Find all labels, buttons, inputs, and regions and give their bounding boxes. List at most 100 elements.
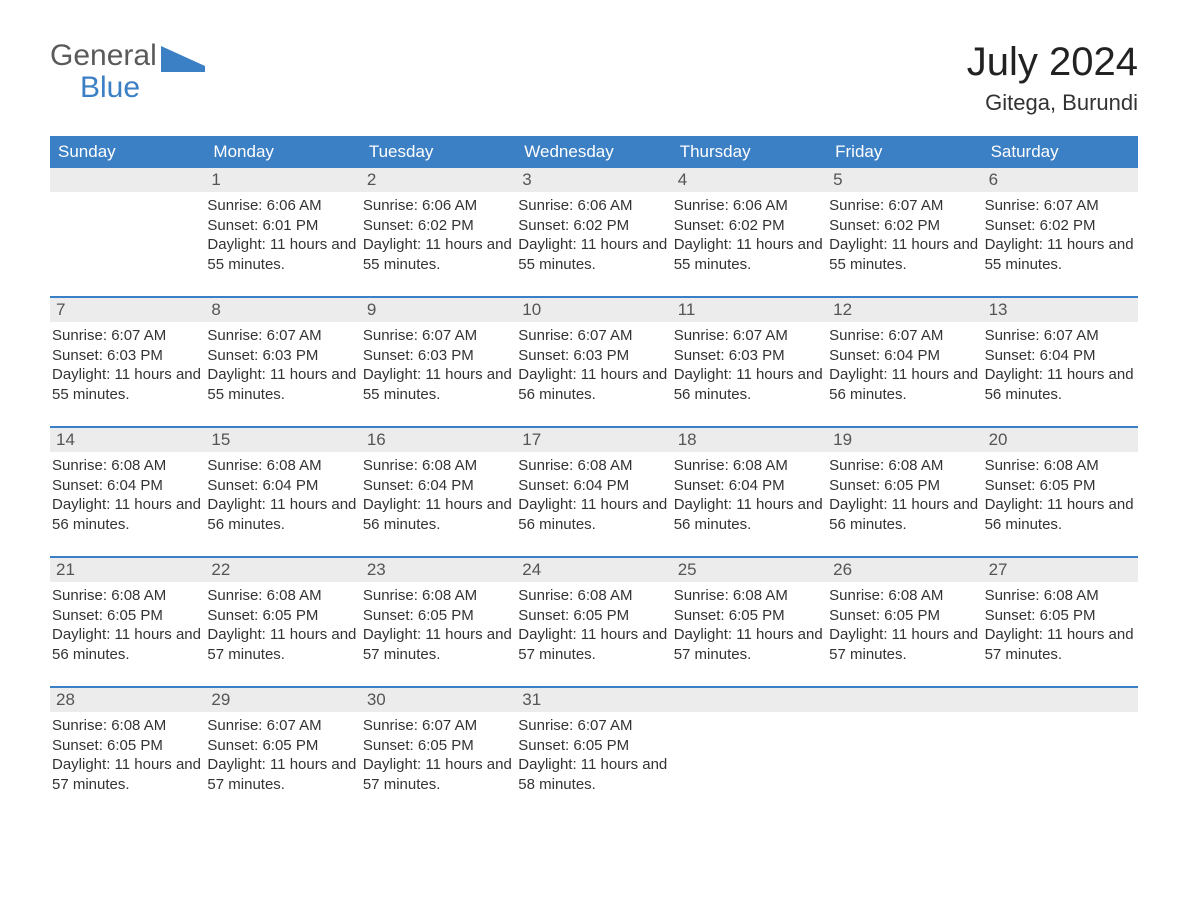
daylight-line: Daylight: 11 hours and 56 minutes. [829, 365, 980, 404]
day-details: Sunrise: 6:06 AMSunset: 6:01 PMDaylight:… [205, 192, 360, 278]
sunrise-line: Sunrise: 6:07 AM [207, 716, 358, 736]
calendar-cell: 2Sunrise: 6:06 AMSunset: 6:02 PMDaylight… [361, 168, 516, 278]
sunset-line: Sunset: 6:05 PM [674, 606, 825, 626]
daylight-line: Daylight: 11 hours and 55 minutes. [363, 365, 514, 404]
calendar-cell: 9Sunrise: 6:07 AMSunset: 6:03 PMDaylight… [361, 298, 516, 408]
header: General Blue July 2024 Gitega, Burundi [50, 40, 1138, 116]
calendar-cell: 21Sunrise: 6:08 AMSunset: 6:05 PMDayligh… [50, 558, 205, 668]
daylight-line: Daylight: 11 hours and 58 minutes. [518, 755, 669, 794]
logo: General Blue [50, 40, 205, 103]
daylight-line: Daylight: 11 hours and 57 minutes. [674, 625, 825, 664]
sunrise-line: Sunrise: 6:07 AM [207, 326, 358, 346]
sunset-line: Sunset: 6:02 PM [518, 216, 669, 236]
day-details: Sunrise: 6:08 AMSunset: 6:05 PMDaylight:… [827, 452, 982, 538]
daylight-line: Daylight: 11 hours and 56 minutes. [985, 495, 1136, 534]
day-details: Sunrise: 6:08 AMSunset: 6:04 PMDaylight:… [516, 452, 671, 538]
day-number: 5 [827, 168, 982, 192]
daylight-line: Daylight: 11 hours and 55 minutes. [207, 235, 358, 274]
day-number: 14 [50, 428, 205, 452]
weekday-header: SundayMondayTuesdayWednesdayThursdayFrid… [50, 136, 1138, 168]
day-details: Sunrise: 6:07 AMSunset: 6:02 PMDaylight:… [983, 192, 1138, 278]
sunset-line: Sunset: 6:03 PM [674, 346, 825, 366]
day-details: Sunrise: 6:08 AMSunset: 6:04 PMDaylight:… [50, 452, 205, 538]
calendar-cell: 20Sunrise: 6:08 AMSunset: 6:05 PMDayligh… [983, 428, 1138, 538]
sunrise-line: Sunrise: 6:08 AM [985, 586, 1136, 606]
calendar: SundayMondayTuesdayWednesdayThursdayFrid… [50, 136, 1138, 798]
day-number: 10 [516, 298, 671, 322]
sunset-line: Sunset: 6:04 PM [52, 476, 203, 496]
day-number: 15 [205, 428, 360, 452]
day-number: 11 [672, 298, 827, 322]
weekday-label: Sunday [50, 136, 205, 168]
sunrise-line: Sunrise: 6:07 AM [52, 326, 203, 346]
calendar-cell: 24Sunrise: 6:08 AMSunset: 6:05 PMDayligh… [516, 558, 671, 668]
day-details: Sunrise: 6:07 AMSunset: 6:03 PMDaylight:… [205, 322, 360, 408]
day-number: 27 [983, 558, 1138, 582]
daylight-line: Daylight: 11 hours and 55 minutes. [829, 235, 980, 274]
sunset-line: Sunset: 6:05 PM [829, 606, 980, 626]
sunrise-line: Sunrise: 6:08 AM [207, 586, 358, 606]
calendar-cell: 4Sunrise: 6:06 AMSunset: 6:02 PMDaylight… [672, 168, 827, 278]
day-number: 19 [827, 428, 982, 452]
sunrise-line: Sunrise: 6:07 AM [829, 326, 980, 346]
sunset-line: Sunset: 6:04 PM [674, 476, 825, 496]
day-number: 8 [205, 298, 360, 322]
sunrise-line: Sunrise: 6:08 AM [829, 586, 980, 606]
daylight-line: Daylight: 11 hours and 57 minutes. [207, 625, 358, 664]
sunset-line: Sunset: 6:03 PM [363, 346, 514, 366]
calendar-cell [672, 688, 827, 798]
calendar-cell: 5Sunrise: 6:07 AMSunset: 6:02 PMDaylight… [827, 168, 982, 278]
day-details: Sunrise: 6:07 AMSunset: 6:05 PMDaylight:… [516, 712, 671, 798]
weekday-label: Saturday [983, 136, 1138, 168]
calendar-cell: 19Sunrise: 6:08 AMSunset: 6:05 PMDayligh… [827, 428, 982, 538]
day-number: 2 [361, 168, 516, 192]
sunset-line: Sunset: 6:02 PM [829, 216, 980, 236]
day-details: Sunrise: 6:06 AMSunset: 6:02 PMDaylight:… [516, 192, 671, 278]
sunset-line: Sunset: 6:04 PM [363, 476, 514, 496]
daylight-line: Daylight: 11 hours and 57 minutes. [518, 625, 669, 664]
day-details: Sunrise: 6:08 AMSunset: 6:05 PMDaylight:… [50, 582, 205, 668]
day-number: 21 [50, 558, 205, 582]
sunset-line: Sunset: 6:05 PM [207, 606, 358, 626]
day-details: Sunrise: 6:08 AMSunset: 6:05 PMDaylight:… [516, 582, 671, 668]
day-number: 25 [672, 558, 827, 582]
day-number: 22 [205, 558, 360, 582]
sunrise-line: Sunrise: 6:08 AM [674, 456, 825, 476]
calendar-week: 14Sunrise: 6:08 AMSunset: 6:04 PMDayligh… [50, 426, 1138, 538]
day-number: 17 [516, 428, 671, 452]
logo-line2: Blue [50, 72, 157, 104]
sunset-line: Sunset: 6:05 PM [985, 606, 1136, 626]
calendar-cell: 12Sunrise: 6:07 AMSunset: 6:04 PMDayligh… [827, 298, 982, 408]
weekday-label: Monday [205, 136, 360, 168]
daylight-line: Daylight: 11 hours and 57 minutes. [829, 625, 980, 664]
sunrise-line: Sunrise: 6:06 AM [207, 196, 358, 216]
calendar-cell: 31Sunrise: 6:07 AMSunset: 6:05 PMDayligh… [516, 688, 671, 798]
day-details: Sunrise: 6:07 AMSunset: 6:03 PMDaylight:… [50, 322, 205, 408]
day-details: Sunrise: 6:08 AMSunset: 6:05 PMDaylight:… [361, 582, 516, 668]
sunset-line: Sunset: 6:04 PM [207, 476, 358, 496]
sunrise-line: Sunrise: 6:08 AM [985, 456, 1136, 476]
calendar-week: 28Sunrise: 6:08 AMSunset: 6:05 PMDayligh… [50, 686, 1138, 798]
day-details: Sunrise: 6:07 AMSunset: 6:04 PMDaylight:… [827, 322, 982, 408]
sunset-line: Sunset: 6:05 PM [52, 606, 203, 626]
day-details: Sunrise: 6:08 AMSunset: 6:04 PMDaylight:… [361, 452, 516, 538]
daylight-line: Daylight: 11 hours and 56 minutes. [207, 495, 358, 534]
calendar-cell: 29Sunrise: 6:07 AMSunset: 6:05 PMDayligh… [205, 688, 360, 798]
sunset-line: Sunset: 6:02 PM [985, 216, 1136, 236]
calendar-cell: 7Sunrise: 6:07 AMSunset: 6:03 PMDaylight… [50, 298, 205, 408]
day-number: 1 [205, 168, 360, 192]
sunrise-line: Sunrise: 6:07 AM [985, 326, 1136, 346]
day-number: 28 [50, 688, 205, 712]
day-number: 13 [983, 298, 1138, 322]
day-number [983, 688, 1138, 712]
day-number: 29 [205, 688, 360, 712]
calendar-cell [50, 168, 205, 278]
logo-line1: General [50, 40, 157, 72]
day-details: Sunrise: 6:08 AMSunset: 6:04 PMDaylight:… [205, 452, 360, 538]
sunset-line: Sunset: 6:04 PM [518, 476, 669, 496]
calendar-cell: 14Sunrise: 6:08 AMSunset: 6:04 PMDayligh… [50, 428, 205, 538]
day-number [50, 168, 205, 192]
sunset-line: Sunset: 6:04 PM [829, 346, 980, 366]
sunrise-line: Sunrise: 6:06 AM [363, 196, 514, 216]
day-details: Sunrise: 6:07 AMSunset: 6:02 PMDaylight:… [827, 192, 982, 278]
